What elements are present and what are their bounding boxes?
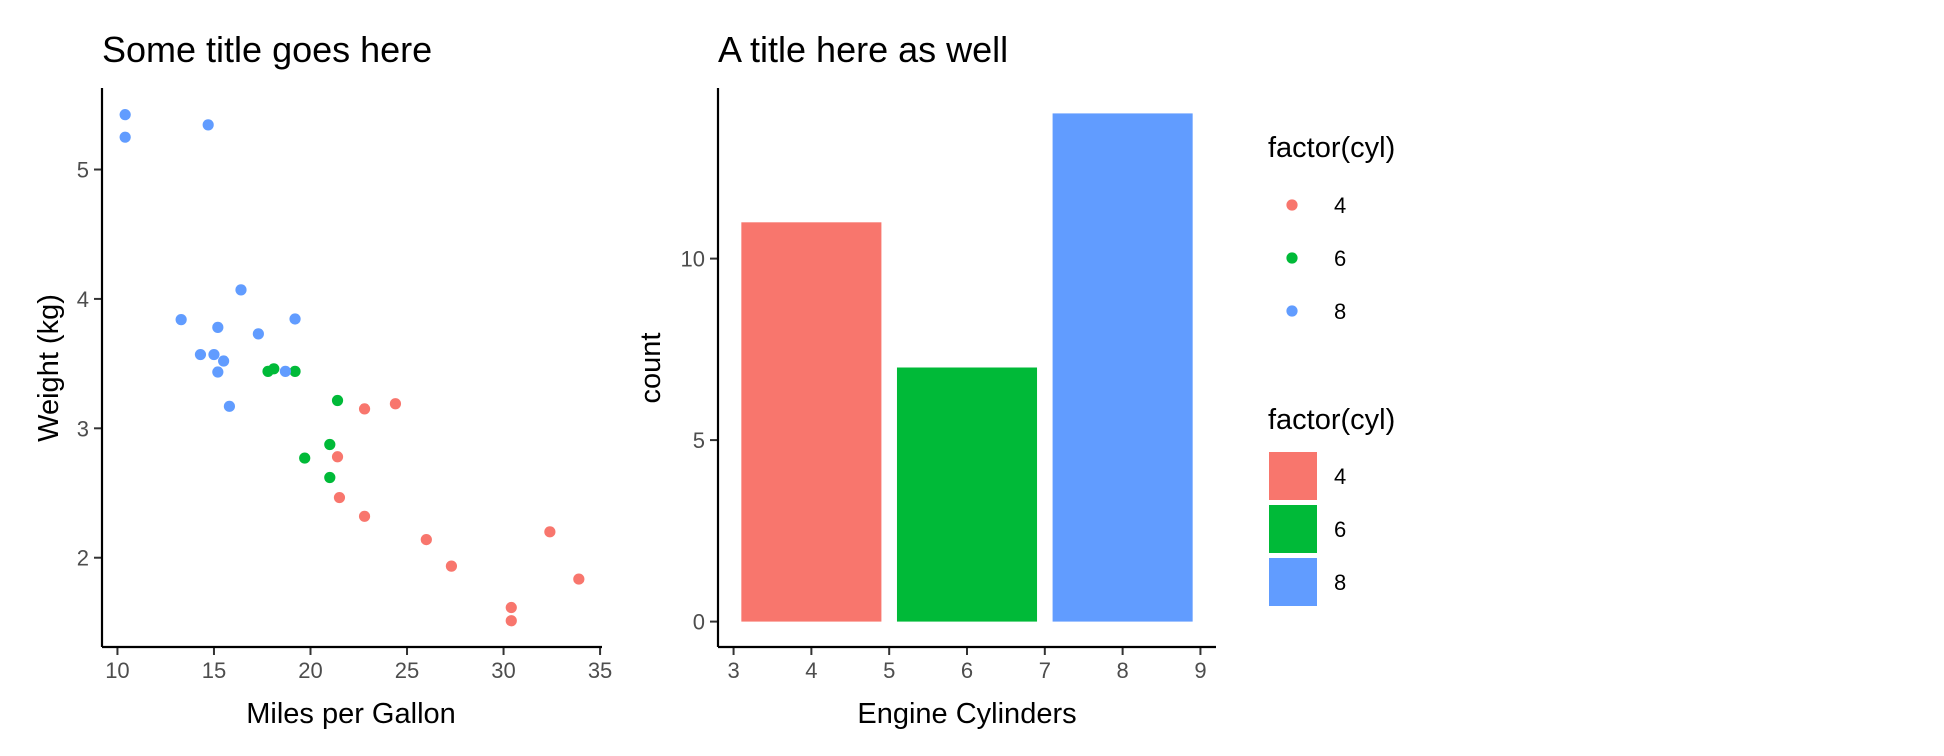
scatter-x-tick-label: 30 — [491, 658, 515, 683]
scatter-x-tick-label: 25 — [395, 658, 419, 683]
legend-fill-key — [1269, 452, 1317, 500]
legend-point-label: 4 — [1334, 193, 1346, 218]
bar-x-tick-label: 5 — [883, 658, 895, 683]
bar-cyl-8 — [1052, 113, 1193, 622]
scatter-point — [505, 601, 517, 614]
scatter-point — [289, 313, 301, 325]
legend-point-key — [1286, 199, 1298, 211]
legend-point-items: 4 6 8 — [1286, 193, 1346, 324]
scatter-panel: Some title goes here Miles per Gallon We… — [33, 29, 612, 730]
legend-fill-label: 4 — [1334, 464, 1346, 489]
bar-rects — [741, 113, 1193, 622]
legend-fill-label: 8 — [1334, 570, 1346, 595]
bar-cyl-4 — [741, 222, 882, 622]
legend-fill-items: 4 6 8 — [1269, 452, 1346, 606]
scatter-point — [331, 394, 344, 407]
scatter-point — [324, 438, 336, 451]
scatter-y-tick-label: 3 — [77, 416, 89, 441]
scatter-y-tick-label: 4 — [77, 287, 89, 312]
scatter-point — [289, 365, 301, 377]
legend-point-key — [1286, 305, 1298, 317]
scatter-point — [333, 491, 346, 504]
scatter-point — [331, 451, 344, 463]
scatter-point — [119, 131, 131, 143]
legend-point-label: 8 — [1334, 299, 1346, 324]
scatter-point — [279, 365, 291, 377]
scatter-point — [212, 321, 224, 333]
legend-point-color: factor(cyl) 4 6 8 — [1268, 132, 1395, 324]
scatter-point — [252, 328, 264, 340]
bar-y-tick-label: 10 — [681, 247, 705, 272]
bar-x-tick-label: 3 — [727, 658, 739, 683]
legend-point-key — [1286, 252, 1298, 264]
scatter-point — [262, 365, 274, 377]
legend-fill-title: factor(cyl) — [1268, 404, 1395, 436]
bar-x-tick-label: 9 — [1194, 658, 1206, 683]
bar-x-tick-label: 8 — [1117, 658, 1129, 683]
scatter-point — [389, 398, 402, 410]
scatter-title: Some title goes here — [102, 29, 432, 70]
scatter-x-tick-label: 15 — [202, 658, 226, 683]
scatter-x-tick-label: 20 — [298, 658, 322, 683]
scatter-point — [505, 615, 517, 627]
scatter-point — [202, 119, 214, 131]
scatter-point — [223, 400, 236, 412]
scatter-point — [194, 348, 207, 361]
bar-y-tick-label: 5 — [693, 428, 705, 453]
scatter-y-tick-label: 5 — [77, 158, 89, 183]
scatter-y-tick-label: 2 — [77, 546, 89, 571]
legend-fill-key — [1269, 505, 1317, 553]
scatter-point — [420, 533, 432, 546]
scatter-point — [218, 355, 230, 367]
bar-y-tick-label: 0 — [693, 610, 705, 635]
legend-fill-key — [1269, 558, 1317, 606]
scatter-point — [119, 109, 131, 121]
legend-point-title: factor(cyl) — [1268, 132, 1395, 164]
legend-fill-color: factor(cyl) 4 6 8 — [1268, 404, 1395, 606]
bar-panel: A title here as well Engine Cylinders co… — [635, 29, 1216, 730]
scatter-x-tick-label: 10 — [105, 658, 129, 683]
scatter-point — [544, 526, 556, 538]
scatter-point — [208, 348, 220, 361]
legend-fill-label: 6 — [1334, 517, 1346, 542]
bar-ticks: 3 4 5 6 7 8 9 0 5 10 — [681, 247, 1207, 683]
scatter-ticks: 10 15 20 25 30 35 2 3 4 5 — [77, 158, 613, 683]
scatter-x-axis-title: Miles per Gallon — [246, 698, 456, 730]
scatter-point — [235, 284, 247, 296]
scatter-point — [358, 510, 371, 522]
legend-point-label: 6 — [1334, 246, 1346, 271]
scatter-point — [573, 573, 585, 585]
scatter-point — [212, 366, 224, 378]
scatter-y-axis-title: Weight (kg) — [33, 294, 65, 442]
bar-title: A title here as well — [718, 29, 1008, 70]
bar-x-tick-label: 6 — [961, 658, 973, 683]
bar-x-axis-title: Engine Cylinders — [857, 698, 1076, 730]
bar-x-tick-label: 4 — [805, 658, 817, 683]
scatter-point — [175, 314, 187, 326]
scatter-points — [119, 109, 585, 627]
scatter-point — [324, 471, 336, 484]
bar-cyl-6 — [896, 367, 1038, 622]
scatter-point — [358, 403, 371, 415]
scatter-point — [299, 452, 311, 464]
scatter-x-tick-label: 35 — [588, 658, 612, 683]
bar-y-axis-title: count — [635, 333, 667, 404]
bar-x-tick-label: 7 — [1039, 658, 1051, 683]
scatter-point — [445, 560, 458, 572]
